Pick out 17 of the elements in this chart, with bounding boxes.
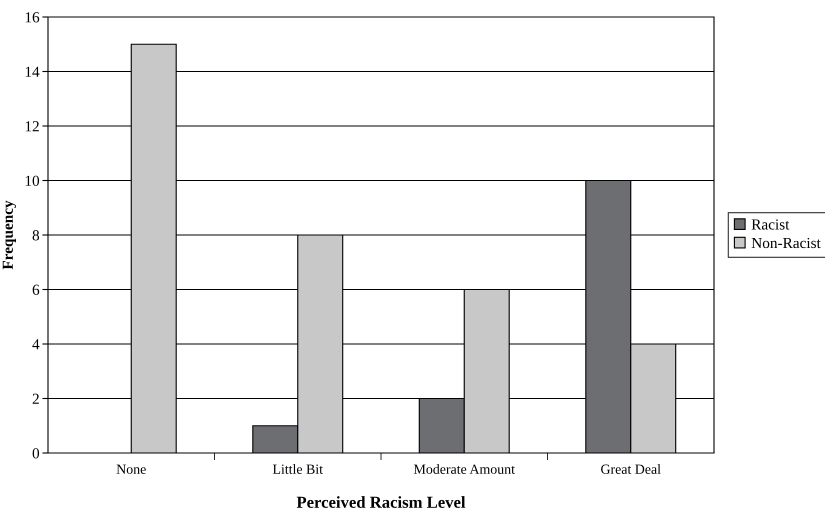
x-axis-title: Perceived Racism Level xyxy=(296,496,466,508)
legend-label: Racist xyxy=(752,219,790,230)
x-tick-label: Little Bit xyxy=(272,464,323,474)
y-tick-label: 8 xyxy=(32,230,40,240)
x-tick-label: Great Deal xyxy=(601,464,661,474)
y-tick-label: 6 xyxy=(32,284,40,295)
x-tick-label: None xyxy=(116,464,146,474)
legend-label: Non-Racist xyxy=(752,238,821,248)
y-tick-label: 0 xyxy=(32,448,40,458)
y-tick-label: 2 xyxy=(32,394,39,404)
y-axis-title: Frequency xyxy=(2,200,16,270)
y-tick-label: 4 xyxy=(32,339,40,350)
x-tick-label: Moderate Amount xyxy=(414,464,515,474)
y-tick-label: 12 xyxy=(26,121,39,132)
y-tick-label: 10 xyxy=(26,176,40,186)
y-tick-label: 14 xyxy=(26,66,40,77)
y-tick-label: 16 xyxy=(26,12,40,22)
